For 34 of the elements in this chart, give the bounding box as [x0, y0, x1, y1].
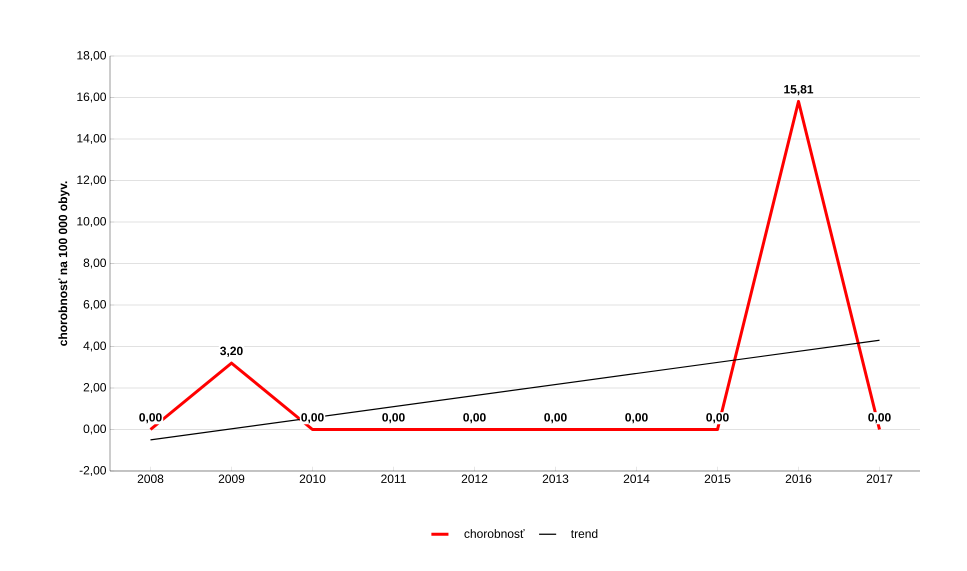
data-label: 0,00 — [139, 413, 162, 424]
y-tick-label: 0,00 — [84, 424, 106, 434]
x-tick-label: 2015 — [704, 474, 730, 484]
data-label: 0,00 — [463, 413, 486, 424]
x-tick-label: 2012 — [462, 474, 488, 484]
y-tick-label: -2,00 — [80, 466, 106, 476]
x-tick-label: 2016 — [786, 474, 812, 484]
legend-label: trend — [570, 529, 598, 538]
y-tick-label: 16,00 — [77, 92, 106, 102]
x-tick-label: 2011 — [381, 474, 406, 484]
data-label: 0,00 — [301, 413, 324, 424]
y-tick-label: 2,00 — [84, 383, 106, 393]
x-tick-label: 2017 — [866, 474, 892, 484]
y-tick-label: 14,00 — [77, 134, 106, 144]
x-tick-label: 2014 — [624, 474, 650, 484]
data-label: 0,00 — [625, 413, 648, 424]
y-tick-label: 4,00 — [83, 342, 106, 352]
x-tick-label: 2010 — [300, 474, 326, 484]
x-tick-label: 2008 — [138, 474, 164, 484]
y-tick-label: 8,00 — [84, 258, 106, 268]
data-label: 0,00 — [544, 413, 567, 424]
y-tick-label: 6,00 — [84, 300, 106, 310]
x-tick-label: 2009 — [218, 474, 244, 484]
data-label: 15,81 — [784, 85, 814, 96]
data-label: 0,00 — [382, 413, 405, 424]
y-tick-label: 12,00 — [77, 176, 106, 186]
y-tick-label: 18,00 — [77, 51, 106, 61]
data-label: 3,20 — [220, 346, 243, 357]
legend-label: chorobnosť — [464, 529, 525, 538]
y-tick-label: 10,00 — [77, 217, 106, 227]
data-label: 0,00 — [868, 413, 891, 424]
data-label: 0,00 — [706, 413, 729, 424]
y-axis-title: chorobnosť na 100 000 obyv. — [58, 182, 70, 346]
x-tick-label: 2013 — [542, 474, 568, 484]
